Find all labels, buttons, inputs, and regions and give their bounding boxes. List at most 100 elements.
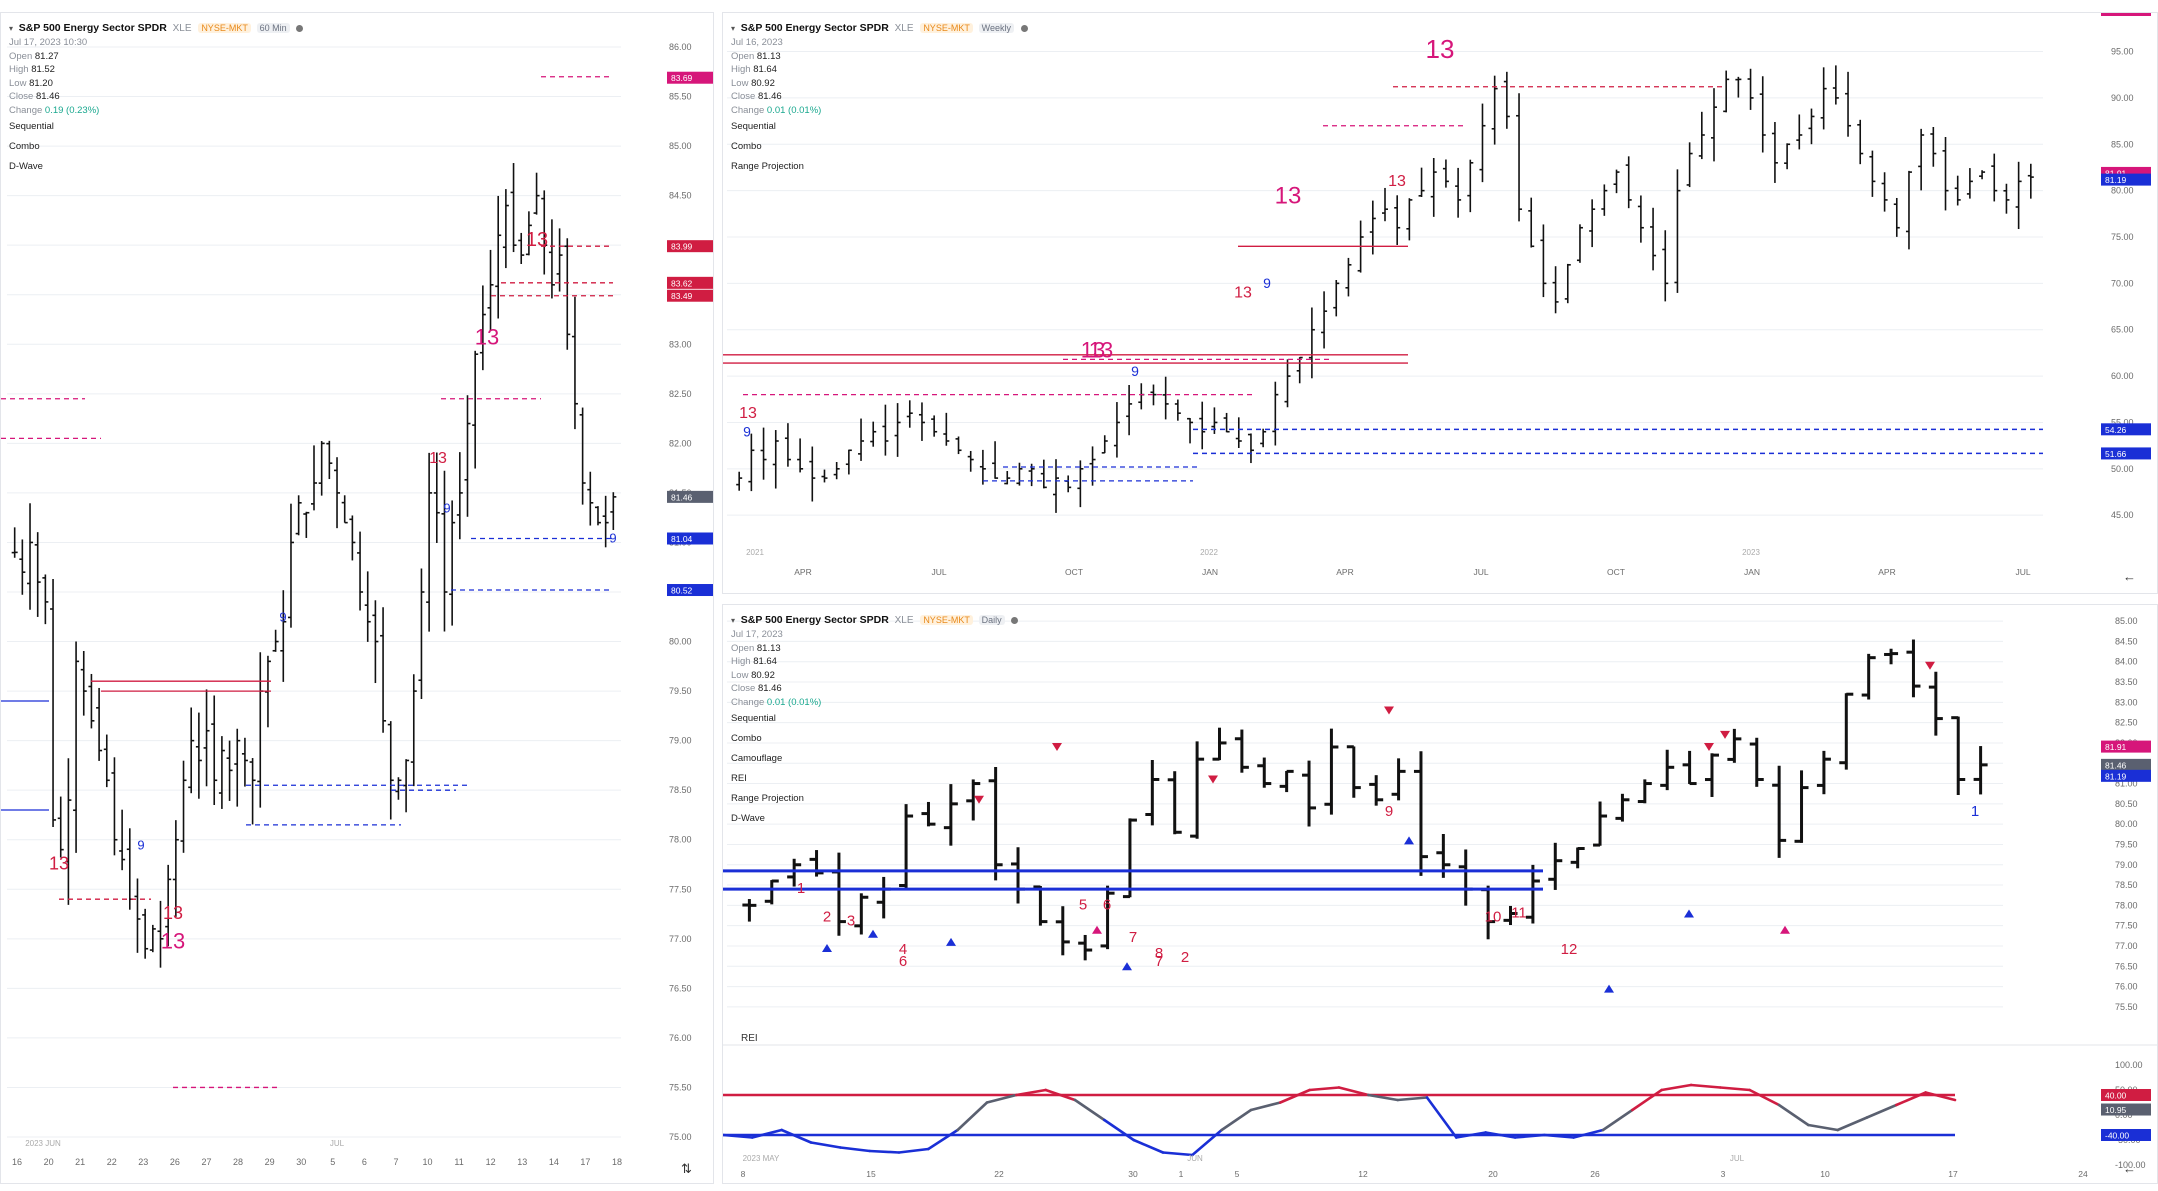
price-tag: [2101, 173, 2151, 186]
rei-line-segment: [1279, 1088, 1311, 1104]
chart-pane-daily[interactable]: 85.0084.5084.0083.5083.0082.5082.0081.50…: [722, 604, 2158, 1184]
status-dot-icon: [1011, 616, 1019, 624]
rei-line-segment: [1748, 1088, 1781, 1107]
x-tick-label: 12: [1358, 1169, 1368, 1179]
ohlc-label: High: [731, 64, 751, 75]
rei-line-segment: [1396, 1096, 1429, 1102]
indicator-camouflage[interactable]: Camouflage: [731, 753, 783, 764]
indicator-sequential[interactable]: Sequential: [731, 713, 776, 724]
x-tick-label: 20: [44, 1157, 54, 1167]
indicator-dwave[interactable]: D-Wave: [731, 813, 765, 824]
change-value: 0.01 (0.01%): [766, 104, 822, 116]
interval-badge[interactable]: Weekly: [978, 23, 1014, 33]
td-count-label: 10: [1485, 909, 1502, 926]
y-tick-label: 77.00: [2115, 941, 2138, 951]
y-tick-label: 60.00: [2111, 371, 2134, 381]
y-tick-label: 76.50: [669, 983, 692, 993]
sell-setup-triangle: [974, 795, 984, 804]
ohlc-label: Open: [9, 50, 33, 62]
indicator-combo[interactable]: Combo: [731, 141, 762, 152]
rei-line-segment: [985, 1093, 1018, 1104]
chart-pane-weekly[interactable]: 95.00 90.00 85.00 80.00 75.00 70.00 65.00 60.00…: [722, 12, 2158, 594]
chart-header-60min: ▾ S&P 500 Energy Sector SPDR XLE NYSE-MK…: [9, 21, 304, 177]
ohlc-low: Low 81.20: [9, 77, 303, 91]
x-tick-label: 11: [454, 1157, 463, 1167]
indicator-combo[interactable]: Combo: [731, 733, 762, 744]
td-count-label: 6: [899, 953, 907, 970]
x-tick-label: 13: [517, 1157, 527, 1167]
rei-line-segment: [897, 1147, 930, 1154]
rei-subpane-title: REI: [741, 1033, 758, 1044]
rei-line-segment: [1631, 1088, 1663, 1112]
bar-date: Jul 17, 2023: [731, 629, 783, 640]
price-tag: [2101, 758, 2151, 771]
instrument-title: S&P 500 Energy Sector SPDR: [18, 22, 167, 34]
y-tick-label: 77.50: [2115, 921, 2138, 931]
indicator-sequential[interactable]: Sequential: [9, 121, 54, 132]
y-tick-label: 45.00: [2111, 510, 2134, 520]
y-tick-label: 84.00: [2115, 657, 2138, 667]
y-tick-label: 82.50: [669, 389, 692, 399]
x-tick-label: 24: [2078, 1169, 2088, 1179]
indicator-sequential[interactable]: Sequential: [731, 121, 776, 132]
collapse-triangle-icon[interactable]: ▾: [9, 24, 14, 33]
td-count-label: 3: [847, 913, 855, 930]
x-tick-label: 16: [12, 1157, 22, 1167]
ohlc-low: Low 80.92: [731, 669, 1018, 683]
y-tick-label: 70.00: [2111, 278, 2134, 288]
td-count-label: 11: [1511, 904, 1527, 921]
x-tick-label: 5: [330, 1157, 335, 1167]
sell-setup-triangle: [1384, 706, 1394, 715]
rei-line-segment: [751, 1128, 783, 1139]
collapse-triangle-icon[interactable]: ▾: [731, 24, 736, 33]
chart-canvas-weekly[interactable]: 95.00 90.00 85.00 80.00 75.00 70.00 65.00 60.00…: [723, 13, 2158, 595]
td-setup-9: 9: [743, 423, 751, 439]
td-count-label: 7: [1129, 929, 1137, 946]
ohlc-value: 80.92: [751, 77, 775, 89]
instrument-ticker: XLE: [172, 23, 192, 34]
indicator-range-projection[interactable]: Range Projection: [731, 161, 804, 172]
back-arrow-icon[interactable]: ←: [2123, 1161, 2136, 1176]
y-tick-label: 80.00: [2115, 819, 2138, 829]
ohlc-value: 81.13: [756, 642, 781, 654]
rei-line-segment: [1337, 1086, 1370, 1097]
indicator-combo[interactable]: Combo: [9, 141, 40, 152]
td-count-label: 1: [797, 880, 805, 897]
rei-line-segment: [1073, 1098, 1106, 1122]
td-setup-9: 9: [1131, 363, 1139, 379]
sort-icon[interactable]: ⇅: [681, 1161, 692, 1176]
sell-setup-triangle: [1052, 743, 1062, 751]
y-tick-label: 65.00: [2111, 325, 2134, 335]
interval-badge[interactable]: Daily: [978, 615, 1005, 625]
collapse-triangle-icon[interactable]: ▾: [731, 616, 736, 625]
indicator-dwave[interactable]: D-Wave: [9, 161, 43, 172]
td-count-13: 13: [163, 903, 183, 923]
rei-line-segment: [956, 1101, 989, 1132]
indicator-rei[interactable]: REI: [731, 773, 747, 784]
x-tick-label: 7: [393, 1157, 398, 1167]
y-tick-label: 50.00: [2111, 464, 2134, 474]
x-tick-label: 20: [1488, 1169, 1498, 1179]
interval-badge[interactable]: 60 Min: [256, 23, 290, 33]
y-tick-label: 85.00: [2111, 139, 2134, 149]
exchange-badge: NYSE-MKT: [920, 615, 973, 625]
period-label: JUL: [1730, 1154, 1745, 1163]
ohlc-high: High 81.64: [731, 63, 1028, 77]
x-tick-label: JUL: [1473, 567, 1488, 577]
buy-setup-triangle: [822, 944, 832, 952]
x-tick-label: 12: [486, 1157, 496, 1167]
ohlc-label: High: [731, 656, 751, 667]
y-tick-label: 77.50: [669, 884, 692, 894]
ohlc-high: High 81.52: [9, 63, 303, 77]
price-tag-label: 81.04: [671, 534, 693, 544]
rei-line-segment: [1044, 1088, 1077, 1102]
chart-canvas-60min[interactable]: 86.0085.5085.0084.5084.0083.5083.0082.50…: [1, 13, 715, 1185]
back-arrow-icon[interactable]: ←: [2123, 569, 2136, 584]
td-count-label: 1: [1971, 803, 1979, 820]
y-tick-label: 75.00: [669, 1132, 692, 1142]
indicator-range-projection[interactable]: Range Projection: [731, 793, 804, 804]
year-label: 2021: [746, 548, 764, 557]
year-label: 2023: [1742, 548, 1760, 557]
chart-pane-60min[interactable]: 86.0085.5085.0084.5084.0083.5083.0082.50…: [0, 12, 714, 1184]
x-tick-label: 18: [612, 1157, 622, 1167]
